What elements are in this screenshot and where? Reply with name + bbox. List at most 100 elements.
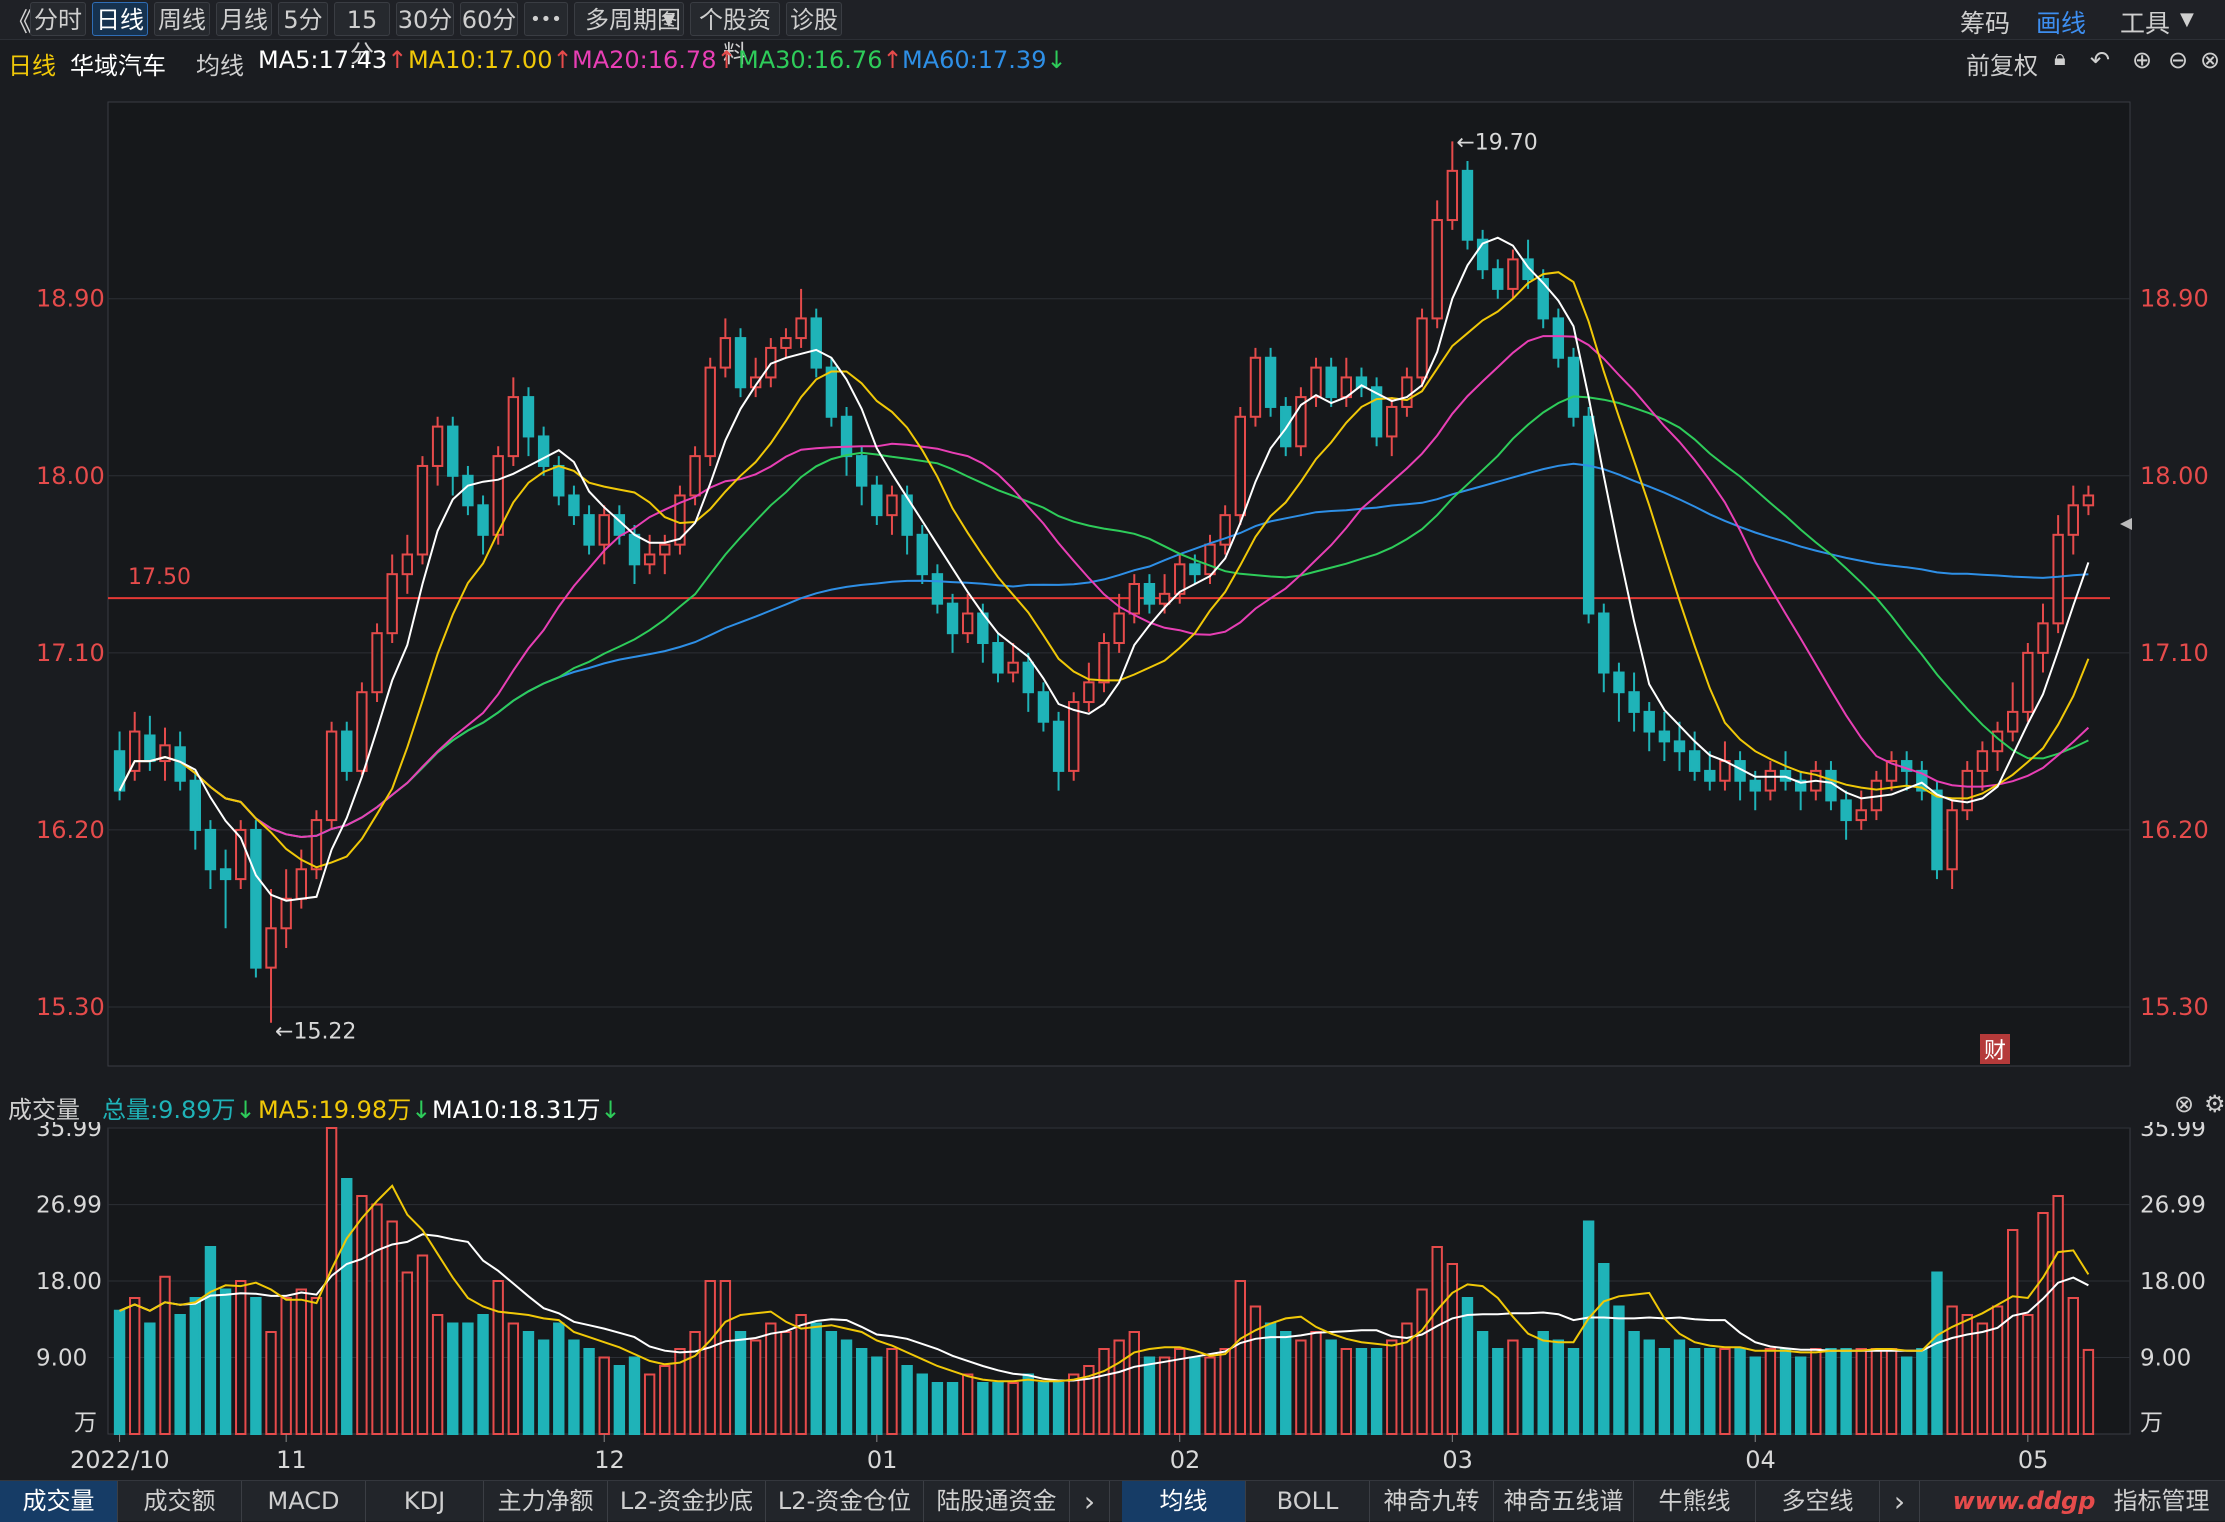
- candle[interactable]: [280, 869, 292, 948]
- candle[interactable]: [1840, 790, 1852, 840]
- candle[interactable]: [1264, 347, 1277, 417]
- volume-bar[interactable]: [1643, 1339, 1655, 1435]
- candle[interactable]: [416, 456, 429, 565]
- candle[interactable]: [1885, 751, 1898, 791]
- volume-bar[interactable]: [886, 1348, 898, 1435]
- volume-bar[interactable]: [1174, 1348, 1186, 1435]
- volume-bar[interactable]: [598, 1356, 610, 1435]
- period-tab-5min[interactable]: 5分: [278, 2, 328, 36]
- more-button[interactable]: •••: [524, 2, 568, 36]
- volume-bar[interactable]: [1840, 1348, 1852, 1435]
- zoom-out-icon[interactable]: ⊖: [2168, 46, 2189, 74]
- candle[interactable]: [1098, 633, 1110, 693]
- volume-bar[interactable]: [1068, 1373, 1080, 1435]
- volume-bar[interactable]: [1522, 1348, 1534, 1435]
- chips-button[interactable]: 筹码: [1960, 9, 2011, 38]
- candle[interactable]: [1370, 377, 1383, 447]
- candle[interactable]: [537, 426, 550, 476]
- candle[interactable]: [386, 554, 398, 644]
- candle[interactable]: [886, 485, 898, 535]
- candle[interactable]: [734, 328, 747, 398]
- volume-bar[interactable]: [189, 1297, 201, 1435]
- volume-bar[interactable]: [250, 1297, 262, 1435]
- candle[interactable]: [1976, 741, 1989, 791]
- candle[interactable]: [1522, 239, 1534, 289]
- volume-bar[interactable]: [1158, 1356, 1171, 1435]
- candle[interactable]: [1386, 397, 1398, 457]
- candle[interactable]: [1416, 308, 1428, 388]
- volume-bar[interactable]: [159, 1275, 171, 1435]
- candle[interactable]: [250, 820, 262, 978]
- tab-northbound[interactable]: 陆股通资金: [924, 1481, 1070, 1522]
- volume-bar[interactable]: [1007, 1382, 1019, 1435]
- candle[interactable]: [325, 721, 338, 830]
- candle[interactable]: [961, 593, 974, 644]
- candle[interactable]: [659, 534, 671, 575]
- volume-bar[interactable]: [1461, 1297, 1474, 1435]
- tab-magic-nine[interactable]: 神奇九转: [1370, 1481, 1494, 1522]
- candle[interactable]: [992, 633, 1004, 683]
- volume-bar[interactable]: [946, 1382, 959, 1435]
- candle[interactable]: [931, 564, 944, 614]
- volume-bar[interactable]: [871, 1356, 883, 1435]
- volume-title[interactable]: 成交量: [8, 1096, 80, 1124]
- candle[interactable]: [1143, 574, 1156, 614]
- volume-bar[interactable]: [2067, 1297, 2079, 1435]
- candle[interactable]: [825, 357, 838, 427]
- volume-bar[interactable]: [1340, 1348, 1353, 1435]
- volume-bar[interactable]: [931, 1382, 944, 1435]
- volume-bar[interactable]: [1931, 1271, 1943, 1435]
- candle[interactable]: [1431, 200, 1443, 329]
- volume-bar[interactable]: [1794, 1356, 1807, 1435]
- volume-close-icon[interactable]: ⊗: [2174, 1090, 2195, 1118]
- volume-bar[interactable]: [1431, 1246, 1443, 1435]
- volume-bar[interactable]: [1704, 1348, 1716, 1435]
- volume-bar[interactable]: [1249, 1305, 1262, 1435]
- candle[interactable]: [2037, 603, 2049, 673]
- period-tab-30min[interactable]: 30分: [396, 2, 454, 36]
- candle[interactable]: [689, 446, 701, 506]
- candle[interactable]: [1673, 721, 1686, 771]
- candle[interactable]: [871, 475, 883, 525]
- volume-bar[interactable]: [1567, 1348, 1580, 1435]
- candle[interactable]: [1582, 406, 1595, 624]
- tools-button[interactable]: 工具: [2120, 9, 2171, 38]
- lock-icon[interactable]: 🔒︎: [2054, 46, 2066, 71]
- candle[interactable]: [1068, 692, 1080, 781]
- candle[interactable]: [780, 328, 792, 358]
- volume-bar[interactable]: [765, 1322, 777, 1435]
- volume-bar[interactable]: [1507, 1339, 1519, 1435]
- volume-bar[interactable]: [643, 1373, 656, 1435]
- volume-bar[interactable]: [855, 1348, 868, 1435]
- tab-ma[interactable]: 均线: [1122, 1481, 1246, 1522]
- candle[interactable]: [1219, 505, 1231, 555]
- candle[interactable]: [235, 820, 247, 889]
- volume-bar[interactable]: [310, 1297, 323, 1435]
- volume-settings-icon[interactable]: ⚙: [2204, 1090, 2225, 1118]
- candle[interactable]: [1613, 662, 1625, 722]
- candle[interactable]: [189, 770, 201, 850]
- volume-bar[interactable]: [1552, 1339, 1565, 1435]
- volume-bar[interactable]: [901, 1365, 913, 1435]
- volume-bar[interactable]: [1492, 1348, 1504, 1435]
- candle[interactable]: [159, 727, 171, 781]
- candle[interactable]: [447, 416, 459, 496]
- candle[interactable]: [492, 446, 504, 545]
- volume-bar[interactable]: [1855, 1348, 1867, 1435]
- volume-bar[interactable]: [2082, 1348, 2095, 1436]
- volume-bar[interactable]: [492, 1280, 504, 1435]
- volume-bar[interactable]: [1885, 1348, 1898, 1435]
- volume-bar[interactable]: [674, 1348, 686, 1435]
- volume-bar[interactable]: [961, 1373, 974, 1435]
- volume-bar[interactable]: [1961, 1314, 1973, 1435]
- volume-bar[interactable]: [1916, 1348, 1928, 1435]
- volume-bar[interactable]: [1764, 1348, 1777, 1435]
- candle[interactable]: [1295, 387, 1307, 457]
- tab-l2-bottom[interactable]: L2-资金抄底: [608, 1481, 766, 1522]
- volume-chart[interactable]: 35.99 35.99 26.99 26.99 18.00 18.00 9.00 9.00 万…: [0, 1122, 2225, 1480]
- volume-bar[interactable]: [431, 1314, 444, 1435]
- tab-main-net[interactable]: 主力净额: [484, 1481, 608, 1522]
- ma-label[interactable]: 均线: [196, 52, 244, 80]
- volume-bar[interactable]: [1386, 1339, 1398, 1435]
- candle[interactable]: [2007, 682, 2019, 742]
